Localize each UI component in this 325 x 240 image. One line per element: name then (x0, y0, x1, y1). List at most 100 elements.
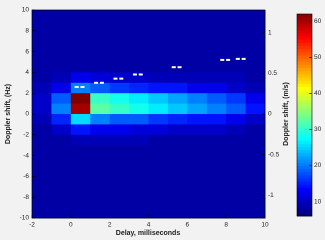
colorbar-segment (297, 181, 312, 185)
heat-cell (129, 135, 149, 146)
heat-cell (32, 72, 52, 83)
heat-cell (32, 62, 52, 73)
marker (242, 58, 246, 60)
colorbar-segment (297, 65, 312, 69)
x-tick-label: 2 (108, 222, 112, 229)
colorbar-segment (297, 131, 312, 135)
colorbar-segment (297, 109, 312, 113)
colorbar-segment (297, 20, 312, 24)
heat-cell (90, 166, 110, 177)
heat-cell (207, 156, 227, 167)
heat-cell (71, 156, 91, 167)
colorbar-segment (297, 17, 312, 21)
heat-cell (246, 135, 266, 146)
colorbar-segment (297, 68, 312, 72)
heat-cell (187, 145, 207, 156)
heat-cell (110, 156, 130, 167)
heat-cell (129, 62, 149, 73)
heat-cell (90, 93, 110, 104)
marker (139, 73, 143, 75)
heat-cell (110, 166, 130, 177)
heat-cell (168, 166, 188, 177)
colorbar-segment (297, 166, 312, 170)
heat-cell (187, 31, 207, 42)
heat-cell (226, 124, 246, 135)
heat-cell (226, 20, 246, 31)
heat-cell (129, 176, 149, 187)
heat-cell (246, 208, 266, 219)
heat-cell (71, 72, 91, 83)
heat-cell (32, 31, 52, 42)
heat-cell (90, 156, 110, 167)
colorbar-segment (297, 147, 312, 151)
heat-cell (90, 197, 110, 208)
heat-cell (246, 124, 266, 135)
colorbar-segment (297, 33, 312, 37)
heat-cell (168, 31, 188, 42)
heat-cell (187, 10, 207, 21)
heat-cell (90, 10, 110, 21)
heat-cell (129, 104, 149, 115)
colorbar-segment (297, 52, 312, 56)
heat-cell (149, 197, 169, 208)
marker (94, 82, 98, 84)
heat-cell (129, 156, 149, 167)
heat-cell (32, 104, 52, 115)
colorbar-segment (297, 184, 312, 188)
heat-cell (226, 114, 246, 125)
colorbar-segment (297, 159, 312, 163)
heat-cell (71, 197, 91, 208)
heat-cell (110, 197, 130, 208)
heat-cell (32, 208, 52, 219)
heat-cell (32, 135, 52, 146)
heat-cell (226, 62, 246, 73)
heat-cell (71, 31, 91, 42)
colorbar-segment (297, 106, 312, 110)
heat-cell (149, 114, 169, 125)
heat-cell (168, 135, 188, 146)
colorbar-segment (297, 90, 312, 94)
colorbar-tick-label: 60 (314, 18, 322, 25)
heat-cell (207, 208, 227, 219)
heat-cell (129, 187, 149, 198)
colorbar-segment (297, 203, 312, 207)
heat-cell (110, 41, 130, 52)
colorbar-segment (297, 175, 312, 179)
heat-cell (246, 62, 266, 73)
heat-cell (129, 10, 149, 21)
heat-cell (110, 187, 130, 198)
heat-cell (110, 176, 130, 187)
heat-cell (90, 124, 110, 135)
heat-cell (168, 156, 188, 167)
colorbar-segment (297, 200, 312, 204)
heat-cell (149, 124, 169, 135)
y2-tick-label: -1 (268, 192, 274, 199)
heat-cell (246, 41, 266, 52)
heat-cell (129, 145, 149, 156)
heat-cell (32, 41, 52, 52)
heat-cell (226, 41, 246, 52)
marker (220, 59, 224, 61)
heat-cell (129, 20, 149, 31)
heat-cell (71, 104, 91, 115)
colorbar-segment (297, 188, 312, 192)
heat-cell (168, 10, 188, 21)
heat-cell (71, 10, 91, 21)
heat-cell (110, 31, 130, 42)
heat-cell (32, 93, 52, 104)
heat-cell (226, 176, 246, 187)
heat-cell (110, 52, 130, 63)
y-tick-label: 10 (22, 7, 30, 14)
colorbar-segment (297, 61, 312, 65)
marker (75, 86, 79, 88)
heat-cell (32, 10, 52, 21)
heat-cell (71, 135, 91, 146)
heat-cell (246, 176, 266, 187)
heat-cell (168, 83, 188, 94)
heat-cell (226, 145, 246, 156)
heat-cell (110, 62, 130, 73)
heat-cell (90, 52, 110, 63)
heat-cell (168, 124, 188, 135)
heat-cell (246, 114, 266, 125)
heat-cell (226, 156, 246, 167)
